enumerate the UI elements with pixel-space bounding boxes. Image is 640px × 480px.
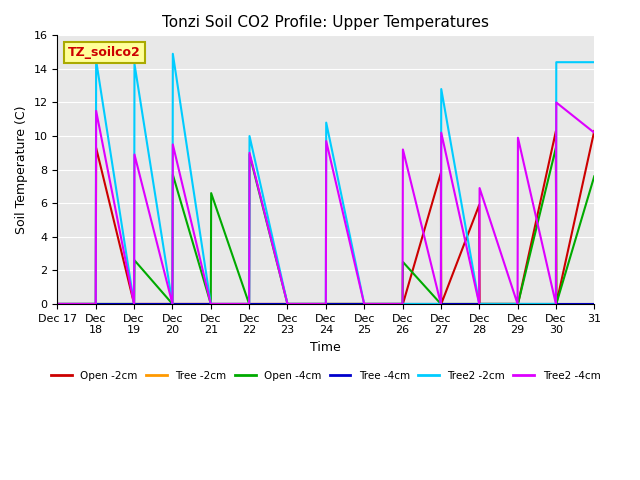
X-axis label: Time: Time bbox=[310, 341, 341, 354]
Text: TZ_soilco2: TZ_soilco2 bbox=[68, 46, 141, 59]
Y-axis label: Soil Temperature (C): Soil Temperature (C) bbox=[15, 106, 28, 234]
Legend: Open -2cm, Tree -2cm, Open -4cm, Tree -4cm, Tree2 -2cm, Tree2 -4cm: Open -2cm, Tree -2cm, Open -4cm, Tree -4… bbox=[47, 366, 605, 384]
Title: Tonzi Soil CO2 Profile: Upper Temperatures: Tonzi Soil CO2 Profile: Upper Temperatur… bbox=[163, 15, 490, 30]
